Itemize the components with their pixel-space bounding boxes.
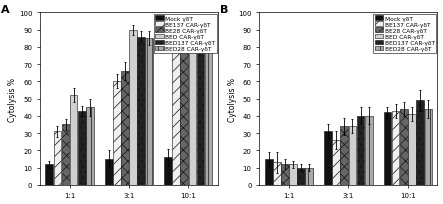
Bar bbox=[297, 168, 305, 185]
Bar bbox=[70, 96, 78, 185]
Text: A: A bbox=[1, 5, 9, 15]
Bar bbox=[78, 111, 85, 185]
Bar bbox=[289, 164, 297, 185]
Legend: Mock γδT, BE137 CAR-γδT, BE28 CAR-γδT, BED CAR-γδT, BED137 CAR-γδT, BED28 CAR-γδ: Mock γδT, BE137 CAR-γδT, BE28 CAR-γδT, B… bbox=[373, 14, 436, 53]
Bar bbox=[113, 82, 120, 185]
Bar bbox=[265, 159, 272, 185]
Bar bbox=[105, 159, 113, 185]
Bar bbox=[205, 31, 213, 185]
Bar bbox=[332, 140, 340, 185]
Bar bbox=[365, 116, 373, 185]
Bar bbox=[416, 101, 424, 185]
Bar bbox=[54, 132, 61, 185]
Bar bbox=[305, 168, 313, 185]
Bar bbox=[172, 34, 180, 185]
Legend: Mock γδT, BE137 CAR-γδT, BE28 CAR-γδT, BED CAR-γδT, BED137 CAR-γδT, BED28 CAR-γδ: Mock γδT, BE137 CAR-γδT, BE28 CAR-γδT, B… bbox=[154, 14, 217, 53]
Text: B: B bbox=[220, 5, 229, 15]
Bar bbox=[341, 127, 348, 185]
Y-axis label: Cytolysis %: Cytolysis % bbox=[228, 77, 237, 121]
Bar bbox=[180, 24, 188, 185]
Bar bbox=[62, 125, 70, 185]
Bar bbox=[145, 39, 153, 185]
Bar bbox=[273, 163, 281, 185]
Y-axis label: Cytolysis %: Cytolysis % bbox=[8, 77, 17, 121]
Bar bbox=[46, 164, 53, 185]
Bar bbox=[281, 164, 289, 185]
Bar bbox=[121, 72, 129, 185]
Bar bbox=[324, 132, 332, 185]
Bar bbox=[86, 108, 94, 185]
Bar bbox=[408, 115, 416, 185]
Bar bbox=[349, 127, 356, 185]
Bar bbox=[129, 31, 137, 185]
Bar bbox=[357, 116, 365, 185]
Bar bbox=[424, 109, 432, 185]
Bar bbox=[400, 109, 408, 185]
Bar bbox=[392, 111, 400, 185]
Bar bbox=[137, 37, 145, 185]
Bar bbox=[197, 25, 204, 185]
Bar bbox=[189, 24, 196, 185]
Bar bbox=[164, 157, 172, 185]
Bar bbox=[384, 113, 391, 185]
